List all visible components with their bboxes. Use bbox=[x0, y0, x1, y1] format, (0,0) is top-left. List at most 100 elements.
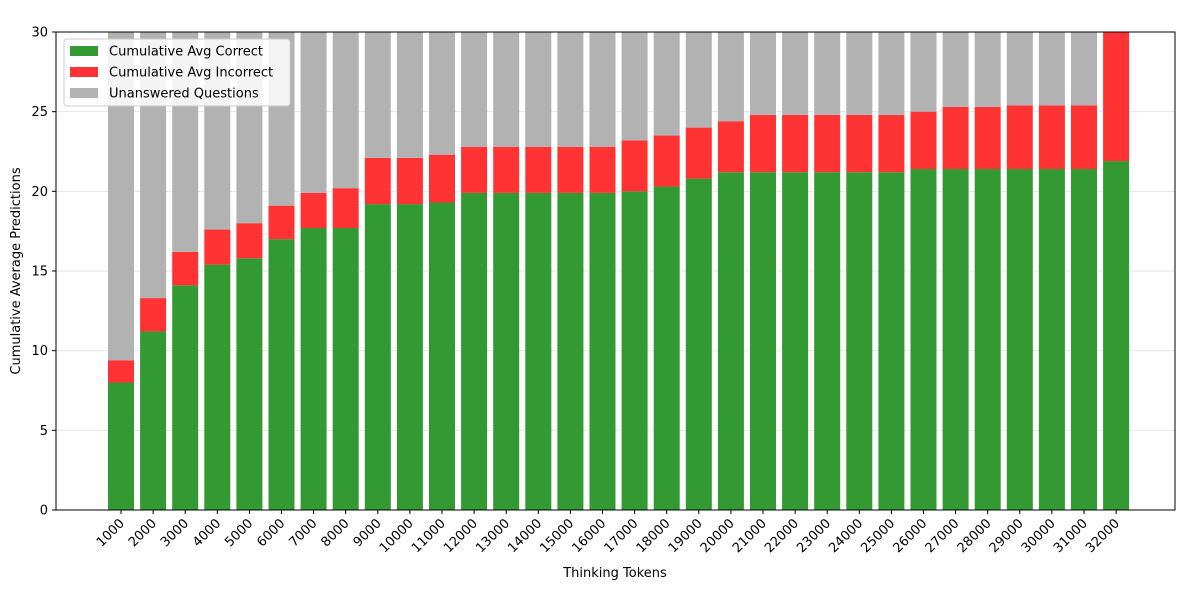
x-tick-label: 16000 bbox=[569, 516, 609, 556]
bar-segment-incorrect bbox=[108, 360, 134, 383]
x-tick-label: 31000 bbox=[1051, 516, 1091, 556]
x-tick-label: 3000 bbox=[158, 516, 192, 550]
bar-segment-incorrect bbox=[204, 229, 231, 265]
legend-swatch bbox=[70, 67, 98, 77]
y-tick-label: 10 bbox=[31, 344, 48, 359]
bar-segment-incorrect bbox=[1038, 105, 1065, 170]
bar-segment-unanswered bbox=[878, 32, 905, 115]
x-axis-label: Thinking Tokens bbox=[562, 566, 667, 581]
x-tick-label: 7000 bbox=[286, 516, 320, 550]
bar-segment-incorrect bbox=[236, 223, 263, 259]
bar-segment-incorrect bbox=[814, 114, 841, 173]
bar-segment-unanswered bbox=[1038, 32, 1065, 106]
bar-segment-incorrect bbox=[364, 157, 391, 205]
bar-segment-incorrect bbox=[140, 298, 167, 332]
legend: Cumulative Avg Correct Cumulative Avg Inc… bbox=[63, 38, 291, 107]
bar-segment-correct bbox=[1038, 169, 1065, 510]
x-tick-label: 32000 bbox=[1083, 516, 1123, 556]
x-tick-label: 2000 bbox=[126, 516, 160, 550]
bar-segment-correct bbox=[717, 172, 744, 510]
y-tick-label: 15 bbox=[31, 265, 48, 280]
bar-segment-unanswered bbox=[685, 32, 712, 128]
bar-segment-unanswered bbox=[557, 32, 584, 147]
bar-segment-incorrect bbox=[461, 146, 488, 193]
bar-segment-unanswered bbox=[814, 32, 841, 115]
y-tick-label: 25 bbox=[31, 105, 48, 120]
bar-segment-unanswered bbox=[429, 32, 455, 155]
bar-segment-unanswered bbox=[782, 32, 809, 115]
x-tick-label: 18000 bbox=[634, 516, 674, 556]
bar-segment-correct bbox=[364, 204, 391, 510]
x-tick-label: 13000 bbox=[473, 516, 513, 556]
bar-segment-correct bbox=[236, 258, 263, 510]
x-tick-label: 27000 bbox=[923, 516, 963, 556]
legend-swatch bbox=[70, 88, 98, 98]
bar-segment-correct bbox=[493, 192, 520, 510]
bar-segment-incorrect bbox=[332, 188, 359, 228]
bar-segment-incorrect bbox=[910, 111, 937, 170]
bar-segment-unanswered bbox=[974, 32, 1001, 107]
bar-segment-unanswered bbox=[717, 32, 744, 122]
bar-segment-unanswered bbox=[942, 32, 969, 107]
x-tick-label: 4000 bbox=[190, 516, 224, 550]
bar-segment-incorrect bbox=[1071, 105, 1097, 170]
bar-segment-correct bbox=[1006, 169, 1033, 510]
bar-segment-correct bbox=[204, 264, 231, 510]
legend-label: Cumulative Avg Correct bbox=[109, 45, 263, 60]
legend-swatch bbox=[70, 46, 98, 56]
legend-box bbox=[63, 38, 291, 107]
y-tick-label: 0 bbox=[40, 504, 48, 519]
bar-segment-incorrect bbox=[172, 251, 199, 286]
bar-segment-correct bbox=[461, 192, 488, 510]
bar-segment-incorrect bbox=[782, 114, 809, 173]
bar-segment-incorrect bbox=[717, 121, 744, 173]
bar-segment-incorrect bbox=[589, 146, 616, 193]
bar-segment-correct bbox=[782, 172, 809, 510]
bar-segment-unanswered bbox=[396, 32, 423, 158]
bar-segment-correct bbox=[268, 239, 295, 510]
x-tick-label: 30000 bbox=[1019, 516, 1059, 556]
x-tick-label: 11000 bbox=[409, 516, 449, 556]
bar-segment-incorrect bbox=[525, 146, 552, 193]
bar-segment-incorrect bbox=[653, 135, 680, 187]
x-tick-label: 24000 bbox=[826, 516, 866, 556]
bar-segment-unanswered bbox=[300, 32, 327, 193]
x-tick-label: 29000 bbox=[987, 516, 1027, 556]
bar-segment-correct bbox=[910, 169, 937, 510]
x-tick-label: 20000 bbox=[698, 516, 738, 556]
bar-segment-correct bbox=[814, 172, 841, 510]
bar-segment-unanswered bbox=[1006, 32, 1033, 106]
bar-segment-incorrect bbox=[974, 106, 1001, 170]
bar-segment-incorrect bbox=[268, 205, 295, 240]
bar-segment-correct bbox=[750, 172, 776, 510]
x-tick-label: 1000 bbox=[94, 516, 128, 550]
x-tick-label: 19000 bbox=[666, 516, 706, 556]
x-tick-label: 28000 bbox=[955, 516, 995, 556]
bar-segment-correct bbox=[942, 169, 969, 510]
bar-segment-unanswered bbox=[621, 32, 648, 141]
bar-segment-correct bbox=[685, 178, 712, 510]
bar-segment-incorrect bbox=[1006, 105, 1033, 170]
bar-segment-unanswered bbox=[525, 32, 552, 147]
bar-segment-correct bbox=[429, 202, 455, 510]
bar-segment-incorrect bbox=[493, 146, 520, 193]
bar-segment-incorrect bbox=[846, 114, 873, 173]
x-tick-label: 25000 bbox=[858, 516, 898, 556]
bar-segment-correct bbox=[974, 169, 1001, 510]
bar-segment-unanswered bbox=[1071, 32, 1097, 106]
bar-segment-correct bbox=[557, 192, 584, 510]
bar-segment-incorrect bbox=[557, 146, 584, 193]
y-axis-label: Cumulative Average Predictions bbox=[9, 167, 24, 374]
x-tick-label: 14000 bbox=[505, 516, 545, 556]
bar-segment-correct bbox=[300, 227, 327, 510]
x-tick-label: 22000 bbox=[762, 516, 802, 556]
y-tick-label: 5 bbox=[40, 424, 48, 439]
x-axis: 1000200030004000500060007000800090001000… bbox=[94, 510, 1123, 556]
x-tick-label: 8000 bbox=[319, 516, 353, 550]
bar-segment-unanswered bbox=[493, 32, 520, 147]
bar-segment-incorrect bbox=[300, 192, 327, 228]
bar-segment-correct bbox=[1103, 161, 1130, 510]
bar-segment-incorrect bbox=[878, 114, 905, 173]
bar-segment-correct bbox=[332, 227, 359, 510]
x-tick-label: 17000 bbox=[602, 516, 642, 556]
